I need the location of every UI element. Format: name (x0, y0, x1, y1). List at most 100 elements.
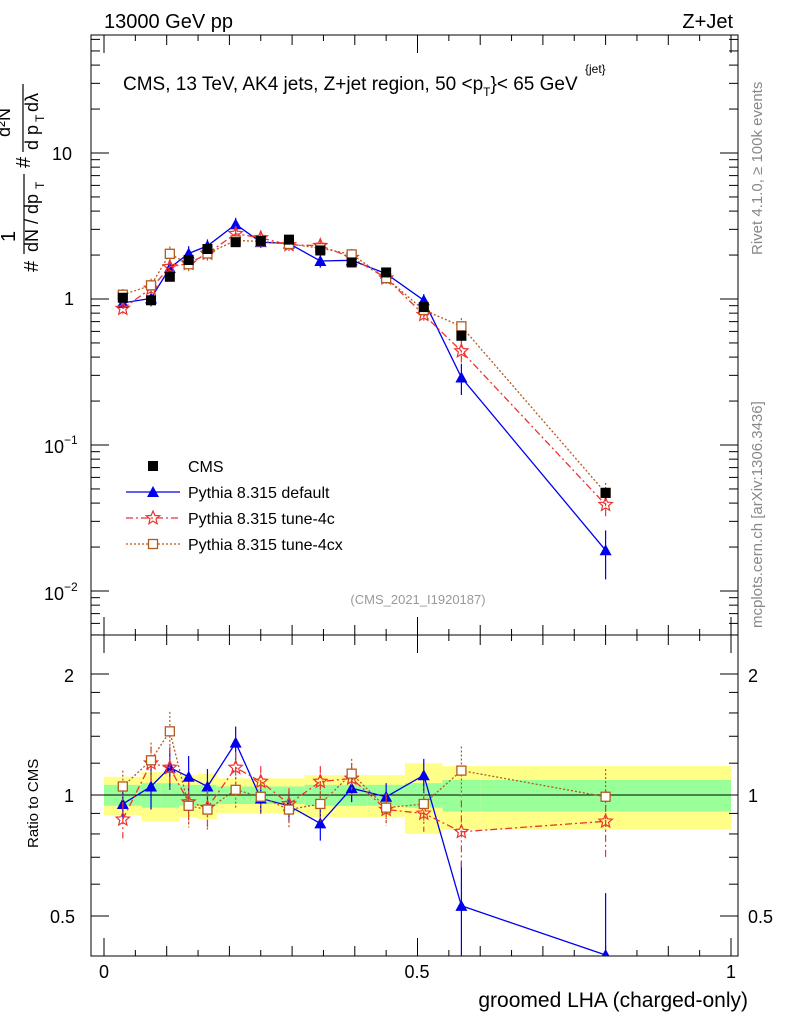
series-line (122, 233, 607, 506)
ratio-ytick-labels: 0.5 1 2 0.5 1 2 (50, 666, 773, 927)
series-line (122, 239, 607, 494)
ratio-point (453, 823, 470, 839)
ratio-point (145, 755, 157, 766)
xtick-labels: 0 0.5 1 (99, 962, 736, 982)
data-point (229, 218, 242, 230)
ratio-ytick-2-right: 2 (748, 666, 758, 686)
ratio-point (182, 770, 195, 782)
header-right: Z+Jet (682, 11, 733, 33)
panel-title: CMS, 13 TeV, AK4 jets, Z+jet region, 50 … (123, 74, 578, 99)
svg-text:1: 1 (0, 231, 20, 242)
ratio-point (417, 769, 430, 781)
data-point (161, 258, 179, 274)
svg-text:#: # (13, 156, 35, 168)
data-point (599, 544, 612, 556)
data-point (455, 371, 468, 383)
data-point (600, 487, 611, 498)
ratio-ytick-2: 2 (64, 666, 74, 686)
series-cms (117, 234, 611, 499)
ratio-point (230, 784, 241, 795)
ratio-point (597, 812, 614, 829)
ratio-point (346, 768, 357, 779)
ratio-point (183, 800, 194, 811)
data-point (164, 248, 175, 259)
ratio-point (117, 781, 128, 792)
data-point (230, 237, 241, 248)
data-point (146, 295, 157, 306)
data-point (453, 342, 470, 358)
legend-entry-pythia-8-315-tune-4c: Pythia 8.315 tune-4c (126, 509, 335, 528)
legend: CMS Pythia 8.315 default Pythia 8.315 tune… (126, 459, 343, 554)
legend-label: Pythia 8.315 default (188, 485, 330, 502)
svg-text:T: T (33, 181, 47, 189)
legend-label: CMS (188, 459, 224, 476)
data-point (315, 245, 326, 256)
legend-marker (147, 486, 159, 497)
ratio-point (315, 798, 326, 810)
ratio-line (122, 762, 606, 833)
ratio-point (415, 804, 432, 821)
axis-ticks (91, 35, 738, 956)
rivet-label: Rivet 4.1.0, ≥ 100k events (749, 82, 766, 255)
svg-text:d p: d p (22, 125, 42, 150)
legend-label: Pythia 8.315 tune-4cx (188, 537, 343, 554)
x-axis-label: groomed LHA (charged-only) (478, 989, 748, 1012)
data-point (346, 257, 357, 268)
panel-title-end: }< 65 GeV (491, 74, 578, 95)
data-point (117, 292, 128, 303)
ratio-point (600, 791, 611, 802)
ytick-label-1: 1 (64, 289, 74, 309)
ratio-point (164, 726, 175, 737)
ratio-point (227, 759, 244, 775)
data-point (314, 255, 327, 267)
svg-text:dN / dp: dN / dp (22, 194, 42, 252)
ratio-point (312, 773, 329, 789)
panel-title-main: CMS, 13 TeV, AK4 jets, Z+jet region, 50 … (123, 74, 483, 95)
data-point (381, 267, 392, 278)
legend-marker (144, 509, 162, 525)
ratio-point (255, 791, 266, 802)
ratio-ytick-1: 1 (64, 786, 74, 806)
panel-title-sup: {jet} (585, 62, 606, 76)
ratio-point (380, 802, 392, 813)
ratio-point (114, 810, 132, 827)
ratio-ytick-0.5: 0.5 (50, 907, 75, 927)
xtick-label-0: 0 (99, 962, 109, 982)
ratio-point (314, 817, 327, 829)
data-point (283, 234, 294, 245)
watermark: (CMS_2021_I1920187) (350, 592, 485, 607)
ratio-series (114, 711, 614, 956)
ratio-series-pythia-8-315-tune-4cx (117, 711, 611, 830)
legend-entry-pythia-8-315-tune-4cx: Pythia 8.315 tune-4cx (126, 537, 343, 554)
svg-text:dλ: dλ (22, 93, 42, 112)
ratio-point (455, 899, 468, 911)
data-point (418, 302, 429, 313)
data-point (456, 321, 467, 332)
xtick-label-0.5: 0.5 (404, 962, 429, 982)
ratio-line (122, 729, 606, 811)
ratio-point (229, 736, 242, 748)
svg-text:T: T (33, 114, 47, 122)
ratio-point (456, 765, 467, 776)
xtick-label-1: 1 (726, 962, 736, 982)
data-point (183, 254, 194, 265)
ratio-point (161, 759, 178, 775)
ratio-bands (104, 763, 731, 834)
main-ytick-labels: 10−2 10−1 1 10 (44, 144, 78, 604)
ratio-point (202, 804, 213, 815)
main-series (114, 217, 614, 580)
legend-entry-cms: CMS (148, 459, 224, 476)
data-point (114, 300, 132, 316)
data-point (255, 235, 266, 246)
data-point (597, 496, 614, 512)
mcplots-label: mcplots.cern.ch [arXiv:1306.3436] (749, 401, 766, 628)
ratio-ylabel: Ratio to CMS (25, 759, 42, 848)
ytick-label-10: 10 (52, 144, 72, 164)
data-point (456, 330, 467, 341)
panel-title-sub: T (483, 85, 491, 99)
ratio-ytick-0.5-right: 0.5 (748, 907, 773, 927)
svg-text:#: # (21, 260, 43, 272)
legend-marker (148, 461, 158, 471)
ratio-point (283, 804, 295, 815)
